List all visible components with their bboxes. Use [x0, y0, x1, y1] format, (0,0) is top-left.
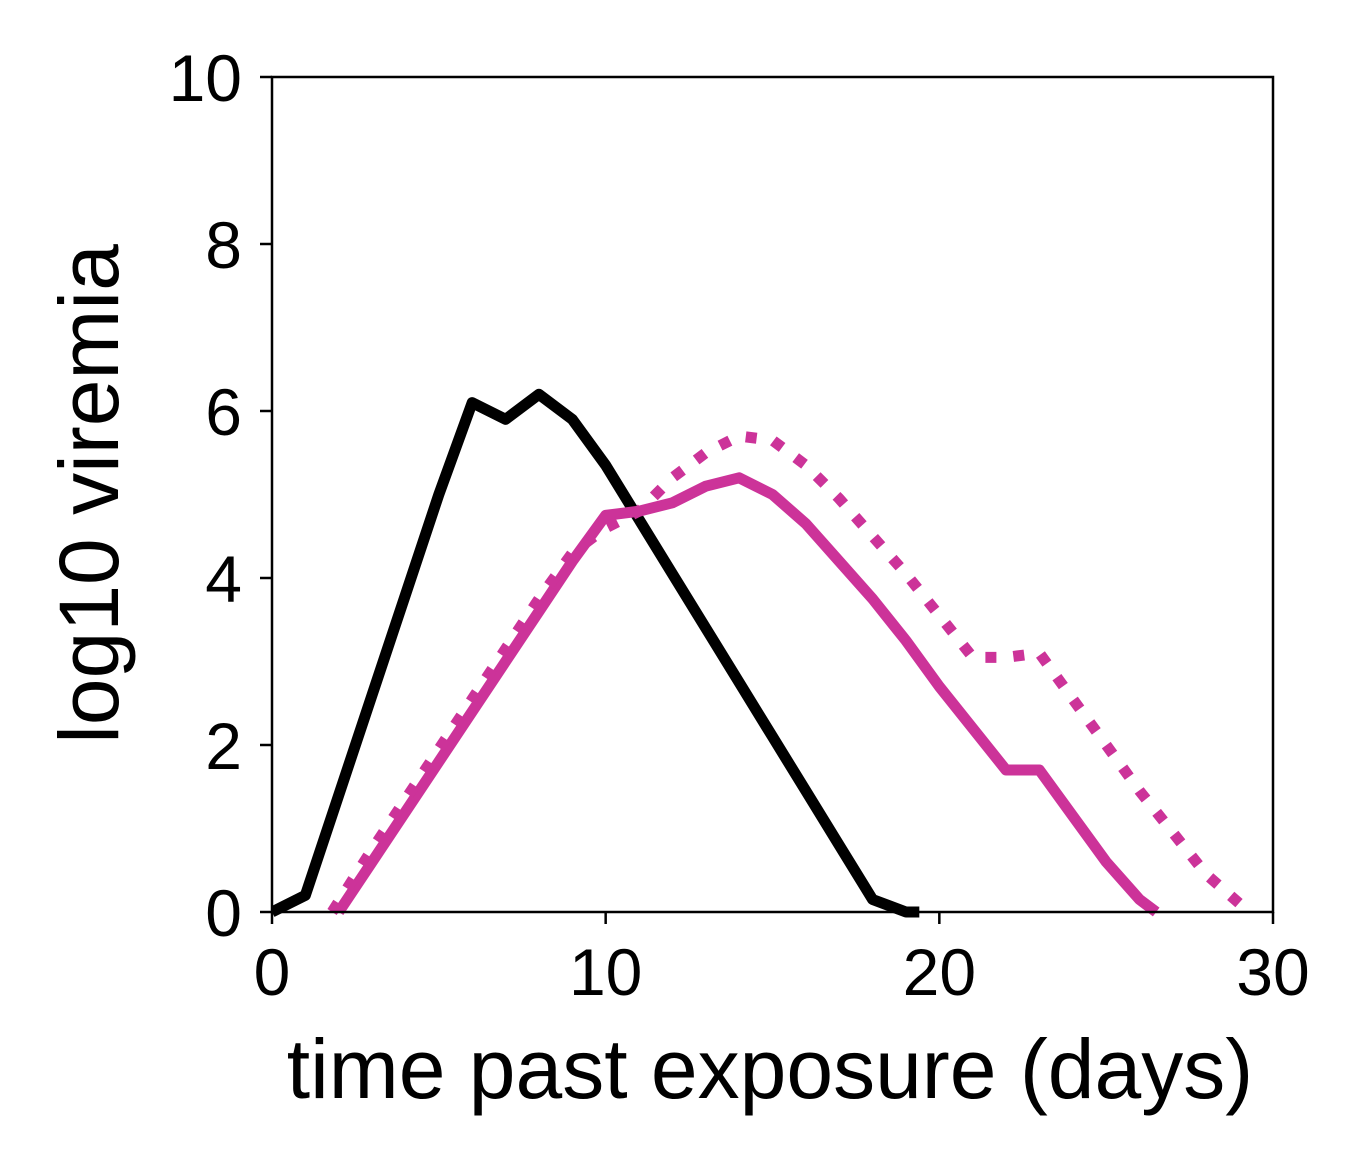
y-tick-label: 2: [205, 709, 242, 783]
series-layer: [272, 388, 1244, 918]
x-tick-label: 0: [254, 935, 291, 1009]
x-tick-label: 10: [569, 935, 642, 1009]
plot-frame: [270, 75, 1275, 914]
x-axis-title: time past exposure (days): [287, 1022, 1253, 1116]
y-axis-title: log10 viremia: [42, 244, 136, 744]
series-line-1-solid: [272, 388, 920, 918]
y-tick-label: 8: [205, 208, 242, 282]
y-tick-label: 6: [205, 375, 242, 449]
y-tick-label: 4: [205, 542, 242, 616]
x-tick-label: 30: [1236, 935, 1309, 1009]
x-tick-label: 20: [903, 935, 976, 1009]
y-tick-label: 10: [169, 41, 242, 115]
y-tick-label: 0: [205, 876, 242, 950]
tick-layer: 0 10 20 30 0 2 4 6 8 10: [169, 41, 1310, 1009]
series-line-3-dotted: [327, 430, 1244, 915]
series-line-2-solid: [334, 472, 1160, 917]
